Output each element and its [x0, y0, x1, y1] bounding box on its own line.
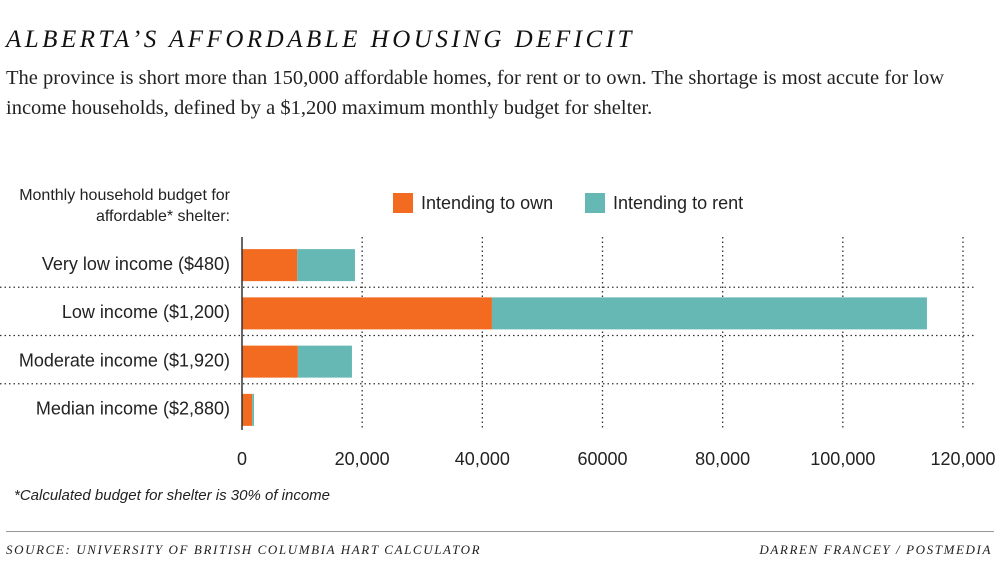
credit: Darren Francey / Postmedia [759, 542, 992, 557]
y-tick-label: Moderate income ($1,920) [19, 350, 230, 370]
legend-swatch [585, 193, 605, 213]
bar-segment [242, 393, 253, 426]
bar-segment [491, 297, 927, 330]
bar-segment [297, 345, 352, 378]
legend-label: Intending to rent [613, 193, 743, 213]
y-tick-label: Very low income ($480) [42, 254, 230, 274]
bar-segment [242, 297, 492, 330]
x-tick-label: 0 [237, 449, 247, 469]
chart-title: Alberta’s affordable housing deficit [6, 26, 635, 53]
divider [6, 531, 994, 532]
x-tick-label: 80,000 [695, 449, 750, 469]
bar-segment [242, 345, 298, 378]
x-tick-label: 100,000 [810, 449, 875, 469]
x-tick-label: 60000 [577, 449, 627, 469]
bar-segment [242, 249, 298, 282]
y-tick-label: Low income ($1,200) [62, 302, 230, 322]
legend-label: Intending to own [421, 193, 553, 213]
x-tick-label: 120,000 [930, 449, 995, 469]
y-axis-label: Monthly household budget for affordable*… [19, 187, 230, 225]
x-tick-label: 40,000 [455, 449, 510, 469]
x-tick-label: 20,000 [335, 449, 390, 469]
footnote: *Calculated budget for shelter is 30% of… [14, 487, 331, 504]
bar-segment [297, 249, 355, 282]
bar-segment [252, 393, 255, 426]
y-tick-label: Median income ($2,880) [36, 399, 230, 419]
source: Source: University of British Columbia H… [6, 542, 482, 557]
chart-subtitle: The province is short more than 150,000 … [6, 67, 945, 119]
legend-swatch [393, 193, 413, 213]
